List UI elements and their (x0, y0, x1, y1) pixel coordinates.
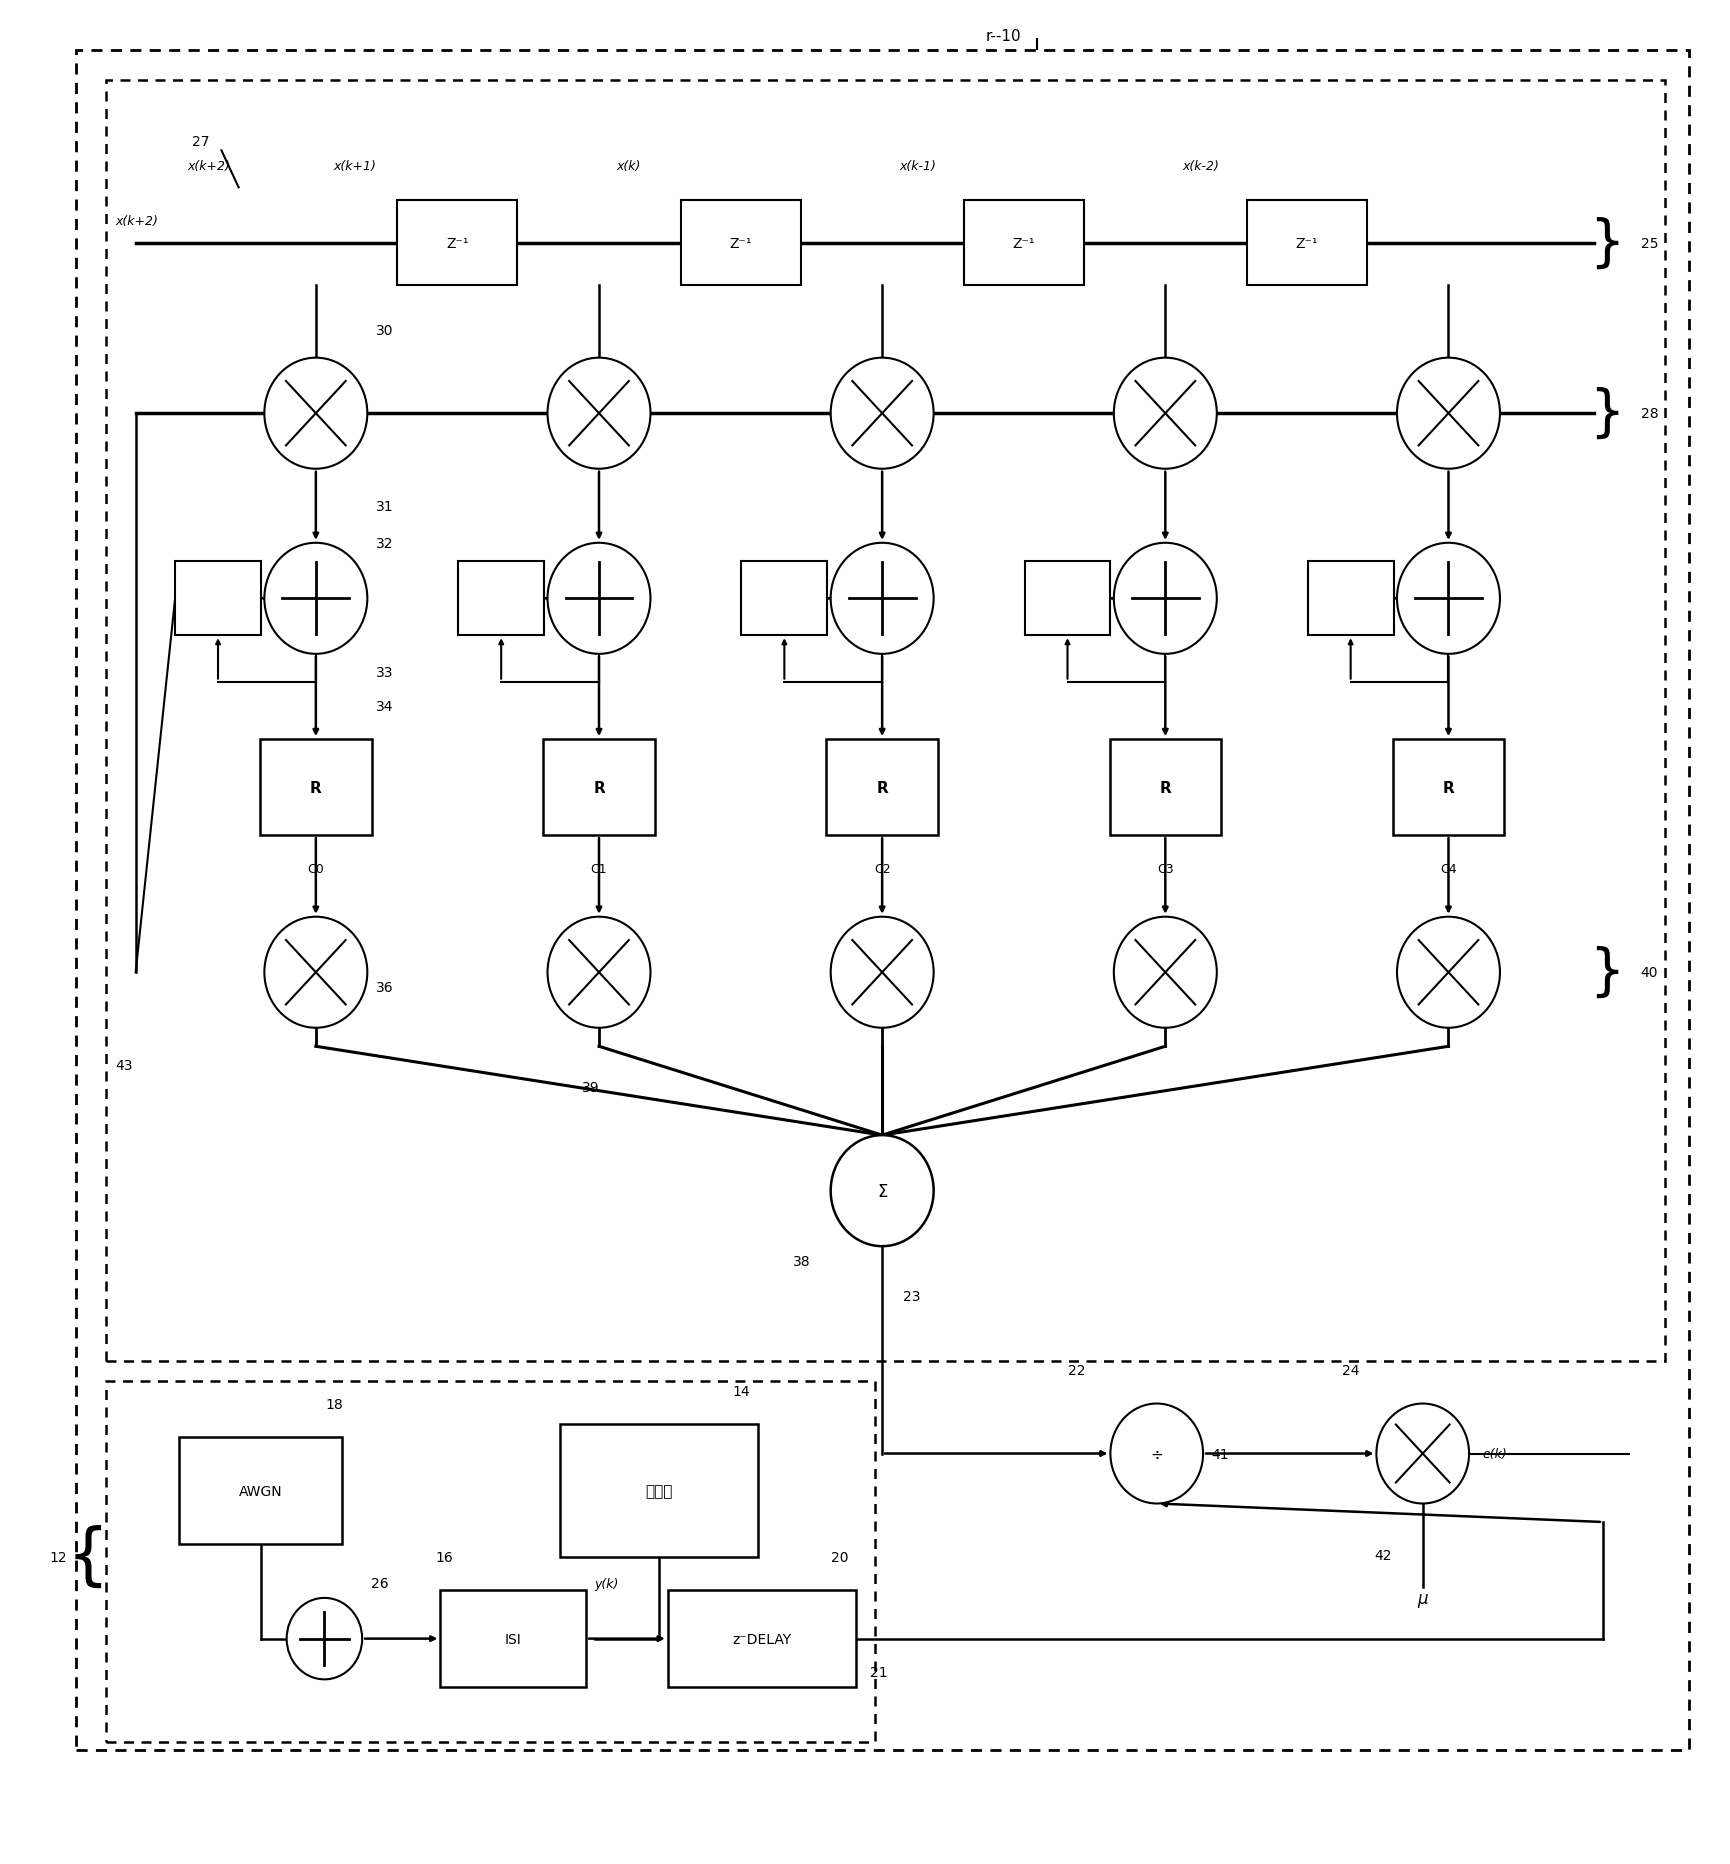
Bar (1308, 561, 1394, 636)
Text: 24: 24 (1342, 1363, 1360, 1377)
Text: 42: 42 (1375, 1549, 1393, 1562)
Bar (180, 1437, 343, 1545)
Bar (827, 740, 938, 835)
Text: 12: 12 (50, 1551, 67, 1564)
Text: 43: 43 (116, 1059, 133, 1072)
Text: 18: 18 (325, 1396, 343, 1411)
Text: 36: 36 (375, 980, 393, 995)
Text: 23: 23 (903, 1290, 920, 1303)
Text: 31: 31 (375, 500, 393, 513)
Text: 21: 21 (870, 1665, 887, 1679)
Text: }: } (1590, 216, 1624, 270)
Text: Z⁻¹: Z⁻¹ (1296, 237, 1318, 252)
Circle shape (830, 917, 934, 1029)
Text: 27: 27 (192, 134, 209, 149)
Circle shape (1114, 358, 1216, 470)
Circle shape (547, 917, 650, 1029)
Circle shape (265, 358, 367, 470)
Bar (964, 201, 1083, 287)
Text: x(k-2): x(k-2) (1183, 160, 1220, 173)
Text: 22: 22 (1067, 1363, 1085, 1377)
Bar (439, 1590, 586, 1687)
Text: R: R (310, 781, 322, 796)
Bar (398, 201, 517, 287)
Circle shape (1111, 1404, 1202, 1504)
Bar (742, 561, 827, 636)
Circle shape (547, 358, 650, 470)
Circle shape (830, 1135, 934, 1247)
Text: y(k): y(k) (595, 1577, 619, 1590)
Bar (1247, 201, 1367, 287)
Circle shape (1398, 544, 1500, 654)
Text: C0: C0 (308, 863, 324, 876)
Text: Z⁻¹: Z⁻¹ (446, 237, 469, 252)
Text: 40: 40 (1640, 966, 1657, 980)
Text: 25: 25 (1640, 237, 1657, 252)
Text: e(k): e(k) (1483, 1446, 1507, 1460)
Text: Σ: Σ (877, 1182, 887, 1200)
Text: 26: 26 (370, 1577, 388, 1590)
Circle shape (265, 917, 367, 1029)
Circle shape (287, 1597, 362, 1679)
Circle shape (547, 544, 650, 654)
Circle shape (265, 544, 367, 654)
Text: 38: 38 (792, 1254, 811, 1268)
Text: x(k): x(k) (616, 160, 640, 173)
Bar (1109, 740, 1221, 835)
Circle shape (830, 544, 934, 654)
Bar (561, 1424, 758, 1556)
Text: }: } (1590, 388, 1624, 442)
Bar (175, 561, 261, 636)
Text: x(k+2): x(k+2) (116, 214, 157, 227)
Circle shape (830, 358, 934, 470)
Bar (260, 740, 372, 835)
Text: AWGN: AWGN (239, 1484, 282, 1499)
Text: C1: C1 (590, 863, 607, 876)
Text: {: { (66, 1525, 109, 1590)
Text: 39: 39 (581, 1081, 600, 1094)
Text: x(k-1): x(k-1) (900, 160, 936, 173)
Text: 数据源: 数据源 (645, 1484, 673, 1499)
Text: μ: μ (1417, 1588, 1427, 1607)
Text: 20: 20 (830, 1551, 848, 1564)
Bar (107, 1381, 875, 1743)
Text: C3: C3 (1157, 863, 1173, 876)
Text: x(k+2): x(k+2) (187, 160, 230, 173)
Bar (107, 80, 1664, 1361)
Text: R: R (1443, 781, 1455, 796)
Circle shape (1114, 917, 1216, 1029)
Bar (543, 740, 654, 835)
Text: 33: 33 (375, 665, 393, 680)
Text: x(k+1): x(k+1) (332, 160, 375, 173)
Text: 14: 14 (732, 1383, 749, 1398)
Circle shape (1398, 358, 1500, 470)
Text: C4: C4 (1439, 863, 1457, 876)
Text: 41: 41 (1211, 1446, 1230, 1461)
Text: 32: 32 (375, 537, 393, 550)
Text: }: } (1590, 945, 1624, 999)
Text: 30: 30 (375, 324, 393, 337)
Text: Z⁻¹: Z⁻¹ (730, 237, 753, 252)
Circle shape (1398, 917, 1500, 1029)
Text: 16: 16 (436, 1551, 453, 1564)
Text: C2: C2 (874, 863, 891, 876)
Text: Z⁻¹: Z⁻¹ (1012, 237, 1035, 252)
Text: r--10: r--10 (984, 30, 1021, 45)
Bar (668, 1590, 856, 1687)
Circle shape (1377, 1404, 1469, 1504)
Text: R: R (877, 781, 887, 796)
Circle shape (1114, 544, 1216, 654)
Bar (1024, 561, 1111, 636)
Text: R: R (1159, 781, 1171, 796)
Bar (458, 561, 545, 636)
Text: ISI: ISI (505, 1631, 521, 1646)
Text: z⁻DELAY: z⁻DELAY (732, 1631, 792, 1646)
Text: ÷: ÷ (1150, 1446, 1163, 1461)
Text: R: R (593, 781, 606, 796)
Bar (1393, 740, 1505, 835)
Text: 28: 28 (1640, 406, 1659, 421)
Text: 34: 34 (375, 699, 393, 714)
Bar (680, 201, 801, 287)
